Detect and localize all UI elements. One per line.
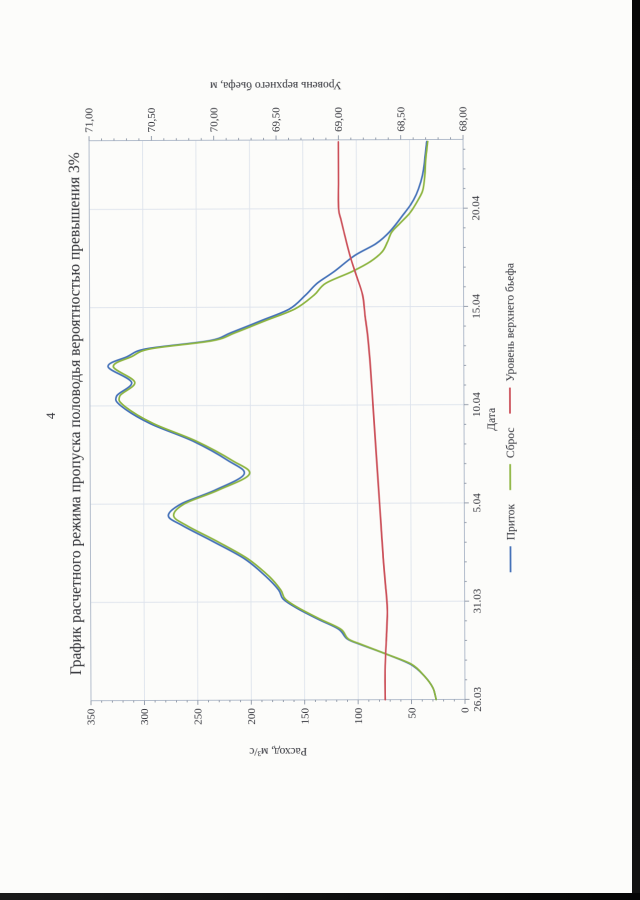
x-axis-title: Дата bbox=[486, 408, 498, 431]
legend-item-uroven: Уровень верхнего бьефа bbox=[504, 263, 517, 414]
legend: Приток Сброс Уровень верхнего бьефа bbox=[504, 263, 517, 573]
v-gridline bbox=[90, 600, 465, 603]
flood-chart: 4 График расчетного режима пропуска поло… bbox=[43, 79, 517, 757]
y-right-tick-label: 71,00 bbox=[84, 107, 96, 132]
y-left-tick-label: 350 bbox=[86, 708, 98, 725]
series-line-uroven bbox=[337, 140, 389, 701]
y-right-axis-title: Уровень верхнего бьефа, м bbox=[209, 79, 341, 91]
v-gridline bbox=[89, 207, 464, 210]
v-gridline bbox=[89, 404, 464, 407]
y-right-tick-label: 70,00 bbox=[208, 107, 220, 132]
y-right-tick-label: 69,00 bbox=[333, 107, 345, 132]
chart-title: График расчетного режима пропуска полово… bbox=[66, 152, 85, 675]
y-left-tick-label: 300 bbox=[139, 708, 151, 725]
legend-item-pritok: Приток bbox=[505, 503, 517, 573]
h-gridline bbox=[302, 139, 306, 700]
y-right-tick-label: 68,00 bbox=[458, 106, 470, 131]
page-number: 4 bbox=[43, 412, 58, 419]
h-gridline bbox=[409, 139, 413, 700]
axis-ticks bbox=[88, 134, 470, 706]
y-left-tick-label: 150 bbox=[299, 707, 311, 724]
y-right-tick-label: 68,50 bbox=[395, 106, 407, 131]
legend-item-sbros: Сброс bbox=[505, 428, 517, 491]
v-gridline bbox=[89, 305, 464, 309]
y-left-tick-label: 200 bbox=[246, 708, 258, 725]
x-tick-label: 20.04 bbox=[470, 195, 482, 220]
x-tick-label: 31.03 bbox=[472, 588, 484, 613]
x-tick-label: 5.04 bbox=[471, 493, 483, 513]
legend-label: Уровень верхнего бьефа bbox=[504, 263, 516, 382]
scan-edge-right bbox=[632, 0, 640, 900]
y-left-tick-label: 100 bbox=[353, 707, 365, 724]
y-left-tick-label: 250 bbox=[193, 708, 205, 725]
legend-label: Сброс bbox=[505, 428, 517, 459]
y-left-tick-label: 0 bbox=[460, 707, 472, 713]
y-right-tick-label: 70,50 bbox=[146, 107, 158, 132]
tick-labels: 0 50 100 150 200 250 300 350 68,00 68,50 69,00 69,5… bbox=[84, 106, 484, 725]
plot-area: 0 50 100 150 200 250 300 350 68,00 68,50 69,00 69,5… bbox=[84, 106, 484, 725]
x-tick-label: 26.03 bbox=[472, 686, 484, 711]
h-gridline bbox=[355, 139, 359, 700]
x-tick-label: 10.04 bbox=[471, 392, 483, 417]
series-line-pritok bbox=[107, 140, 437, 701]
h-gridline bbox=[248, 140, 252, 701]
y-right-tick-label: 69,50 bbox=[271, 107, 283, 132]
scan-edge-bottom bbox=[0, 893, 640, 900]
y-left-axis-title: Расход, м³/с bbox=[249, 745, 307, 757]
series-line-sbros bbox=[112, 140, 437, 701]
x-tick-label: 15.04 bbox=[471, 293, 483, 318]
h-gridline bbox=[195, 140, 199, 701]
rotated-chart-sheet: 4 График расчетного режима пропуска поло… bbox=[41, 54, 544, 776]
v-gridline bbox=[90, 502, 465, 505]
y-left-tick-label: 50 bbox=[406, 707, 418, 719]
legend-label: Приток bbox=[505, 503, 517, 540]
